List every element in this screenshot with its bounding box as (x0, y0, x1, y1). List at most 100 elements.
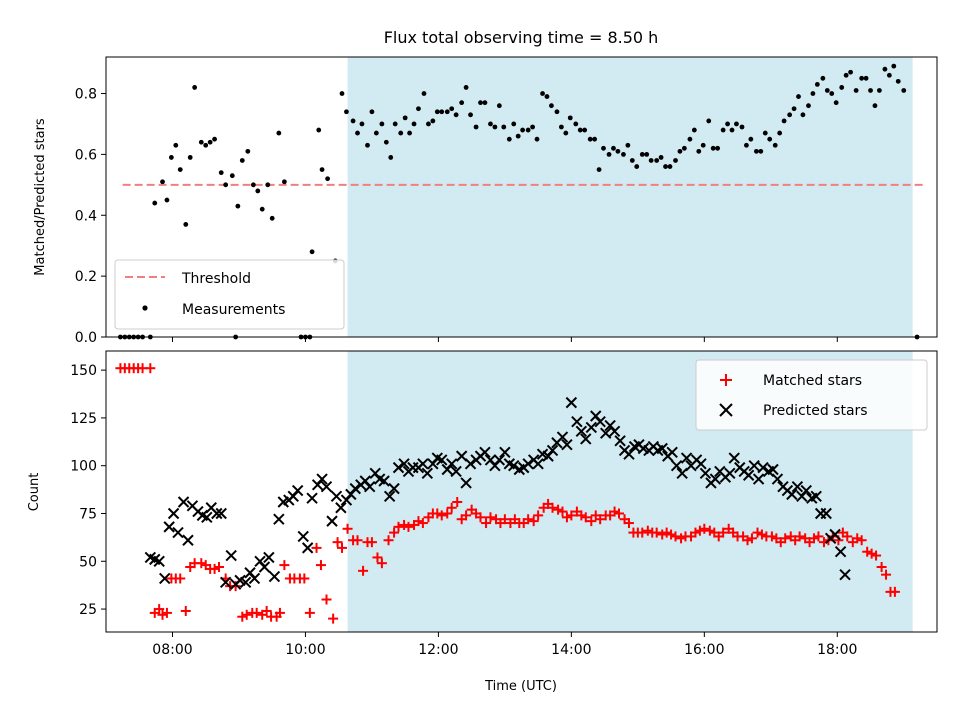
top-y-axis-label: Matched/Predicted stars (33, 118, 48, 276)
measurement-point (625, 142, 631, 148)
predicted-star-point (268, 570, 281, 583)
matched-star-point (794, 531, 805, 542)
bottom-ytick-label: 25 (79, 602, 97, 618)
predicted-star-point (771, 473, 784, 485)
predicted-star-point (522, 458, 534, 470)
matched-legend-swatch (720, 374, 732, 386)
measurement-point (488, 121, 493, 127)
measurement-point (506, 136, 512, 142)
measurement-point (369, 109, 375, 115)
matched-star-point (580, 512, 591, 523)
matched-star-point (866, 548, 877, 559)
predicted-star-point (608, 425, 621, 437)
matched-star-point (780, 533, 791, 544)
measurement-point (250, 182, 256, 188)
measurements-legend-label: Measurements (182, 302, 285, 318)
measurement-point (882, 66, 888, 72)
measurement-point (511, 121, 517, 127)
top-ytick-label: 0.8 (75, 87, 97, 103)
predicted-star-point (301, 542, 314, 554)
predicted-star-point (273, 513, 285, 525)
predicted-star-point (153, 555, 165, 567)
measurement-point (373, 130, 379, 136)
measurement-point (544, 94, 550, 99)
predicted-star-point (320, 481, 333, 493)
measurement-point (715, 145, 721, 151)
measurement-point (592, 136, 598, 142)
predicted-star-point (225, 549, 237, 562)
top-ytick-label: 0.2 (75, 269, 97, 285)
measurement-point (388, 155, 394, 160)
matched-star-point (813, 531, 824, 542)
measurement-point (492, 124, 498, 130)
bottom-ytick-label: 50 (79, 554, 97, 570)
matched-star-point (842, 531, 853, 542)
measurement-point (534, 136, 540, 142)
bottom-panel: 25 50 75 100 125 150 08:00 10:00 12:00 14:00 16:0… (27, 350, 938, 694)
measurement-point (791, 106, 797, 112)
measurement-point (365, 142, 370, 148)
predicted-star-point (556, 431, 569, 443)
measurement-point (582, 127, 588, 133)
predicted-star-point (508, 459, 520, 472)
predicted-star-point (800, 484, 812, 497)
measurement-point (611, 145, 616, 151)
predicted-star-point (571, 416, 583, 428)
matched-star-point (417, 518, 428, 529)
measurement-point (833, 100, 839, 106)
measurement-point (644, 151, 650, 157)
measurement-point (687, 136, 693, 142)
bottom-xtick-label: 08:00 (152, 642, 192, 658)
measurement-point (168, 155, 174, 160)
matched-star-point (595, 514, 606, 525)
measurement-point (496, 103, 502, 109)
top-legend-box (114, 259, 345, 330)
measurement-point (577, 127, 583, 133)
measurement-point (402, 115, 408, 121)
predicted-star-point (398, 458, 410, 470)
measurement-point (355, 130, 360, 136)
matched-star-point (154, 604, 165, 615)
predicted-star-point (670, 459, 683, 472)
predicted-star-point (445, 458, 458, 470)
predicted-star-point (172, 526, 184, 539)
bottom-xtick-label: 16:00 (684, 642, 724, 658)
x-axis-label: Time (UTC) (484, 679, 557, 694)
measurement-point (434, 109, 440, 115)
matched-star-point (452, 497, 463, 508)
matched-star-point (413, 516, 424, 527)
measurement-point (473, 124, 479, 130)
matched-star-point (746, 533, 757, 544)
measurement-point (207, 139, 213, 145)
predicted-star-point (829, 528, 841, 541)
measurement-point (164, 197, 170, 203)
measurement-point (379, 121, 385, 127)
matched-star-point (161, 607, 172, 618)
predicted-star-point (330, 490, 343, 502)
top-ytick-label: 0.6 (75, 147, 97, 163)
predicted-star-point (392, 461, 405, 474)
predicted-star-point (532, 458, 544, 470)
matched-star-point (642, 525, 653, 536)
measurement-point (720, 127, 726, 133)
matched-star-point (475, 512, 486, 523)
predicted-star-point (493, 454, 506, 466)
measurement-point (223, 182, 229, 188)
measurement-point (198, 139, 204, 145)
measurement-point (339, 91, 345, 96)
measurement-point (558, 124, 564, 130)
measurement-point (316, 127, 322, 133)
matched-star-point (481, 518, 492, 529)
predicted-star-point (565, 396, 578, 409)
predicted-star-point (600, 427, 612, 439)
measurement-point (859, 75, 865, 81)
matched-star-point (175, 573, 186, 584)
measurement-point (152, 200, 158, 206)
bottom-ytick-label: 125 (70, 411, 97, 427)
matched-star-point (230, 581, 241, 592)
measurement-point (654, 158, 660, 163)
measurement-point (748, 136, 754, 142)
matched-star-point (666, 529, 677, 540)
measurement-point (634, 164, 640, 169)
measurement-point (411, 121, 417, 127)
